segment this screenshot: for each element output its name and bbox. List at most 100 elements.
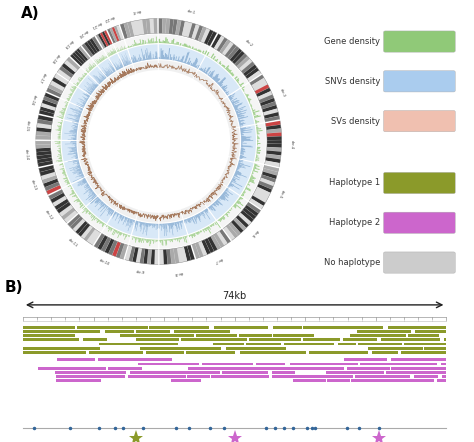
Polygon shape — [73, 125, 78, 126]
Polygon shape — [88, 98, 89, 99]
Polygon shape — [257, 150, 261, 151]
Polygon shape — [147, 58, 148, 60]
Polygon shape — [212, 76, 214, 79]
Polygon shape — [71, 138, 76, 139]
Polygon shape — [120, 19, 157, 39]
Polygon shape — [217, 82, 219, 84]
Polygon shape — [251, 176, 256, 179]
Bar — [211, 375, 269, 377]
Polygon shape — [226, 213, 228, 215]
Polygon shape — [88, 193, 94, 198]
Polygon shape — [229, 184, 233, 187]
Polygon shape — [102, 67, 109, 76]
Polygon shape — [89, 194, 96, 201]
Polygon shape — [229, 97, 232, 99]
Bar — [77, 326, 148, 329]
Polygon shape — [128, 22, 134, 37]
Polygon shape — [123, 233, 125, 236]
Polygon shape — [128, 219, 131, 226]
Polygon shape — [116, 62, 119, 69]
Polygon shape — [36, 145, 51, 149]
Polygon shape — [84, 85, 93, 92]
Polygon shape — [84, 94, 90, 97]
Polygon shape — [91, 92, 92, 93]
Polygon shape — [103, 59, 104, 60]
Polygon shape — [182, 21, 189, 36]
Polygon shape — [85, 75, 86, 76]
Polygon shape — [81, 109, 82, 110]
Polygon shape — [112, 242, 121, 257]
Polygon shape — [199, 57, 240, 96]
Polygon shape — [65, 181, 69, 183]
Polygon shape — [231, 220, 244, 233]
Polygon shape — [83, 103, 85, 104]
Polygon shape — [264, 121, 282, 167]
Polygon shape — [36, 131, 51, 136]
Polygon shape — [93, 193, 95, 194]
Polygon shape — [219, 219, 221, 222]
Bar — [347, 367, 390, 370]
Polygon shape — [173, 222, 174, 225]
Polygon shape — [239, 160, 240, 161]
Polygon shape — [86, 68, 90, 72]
Polygon shape — [214, 36, 225, 50]
Polygon shape — [111, 72, 112, 74]
Polygon shape — [195, 66, 196, 68]
Polygon shape — [73, 143, 76, 144]
Polygon shape — [190, 235, 191, 236]
Polygon shape — [241, 132, 252, 133]
Polygon shape — [119, 50, 120, 51]
Polygon shape — [82, 106, 84, 107]
Polygon shape — [129, 61, 130, 64]
Polygon shape — [228, 211, 230, 213]
Polygon shape — [102, 75, 106, 79]
Polygon shape — [221, 195, 228, 201]
Polygon shape — [98, 58, 116, 77]
Polygon shape — [83, 101, 86, 103]
Polygon shape — [149, 40, 150, 43]
Polygon shape — [62, 114, 64, 115]
Polygon shape — [265, 121, 281, 126]
Polygon shape — [257, 147, 260, 148]
Text: chr-6: chr-6 — [250, 229, 259, 238]
Polygon shape — [72, 87, 75, 90]
Polygon shape — [102, 55, 105, 59]
Polygon shape — [69, 96, 71, 98]
Polygon shape — [72, 190, 73, 192]
Polygon shape — [208, 75, 209, 76]
Bar — [239, 335, 272, 337]
Bar — [442, 375, 446, 377]
Polygon shape — [54, 74, 68, 85]
Polygon shape — [101, 77, 104, 80]
Polygon shape — [82, 178, 85, 180]
Polygon shape — [78, 181, 87, 187]
Polygon shape — [250, 103, 251, 105]
Polygon shape — [99, 80, 101, 83]
Polygon shape — [77, 83, 79, 84]
Polygon shape — [256, 127, 259, 129]
Polygon shape — [146, 239, 147, 243]
Text: SVs density: SVs density — [331, 117, 380, 126]
Polygon shape — [118, 231, 119, 233]
Polygon shape — [186, 45, 188, 47]
Bar — [302, 339, 340, 341]
Polygon shape — [81, 110, 82, 111]
Polygon shape — [237, 167, 240, 168]
Polygon shape — [174, 222, 175, 226]
Bar — [55, 371, 126, 373]
Polygon shape — [64, 180, 68, 182]
Polygon shape — [226, 189, 228, 191]
Polygon shape — [116, 68, 117, 71]
Polygon shape — [253, 169, 255, 171]
Polygon shape — [109, 240, 118, 255]
Bar — [441, 362, 446, 366]
Polygon shape — [58, 151, 61, 152]
Polygon shape — [237, 168, 240, 169]
Polygon shape — [196, 68, 197, 69]
Polygon shape — [190, 217, 191, 219]
Bar — [360, 362, 437, 366]
Polygon shape — [76, 118, 80, 119]
Polygon shape — [161, 224, 162, 231]
Polygon shape — [171, 239, 172, 241]
Polygon shape — [98, 235, 108, 250]
